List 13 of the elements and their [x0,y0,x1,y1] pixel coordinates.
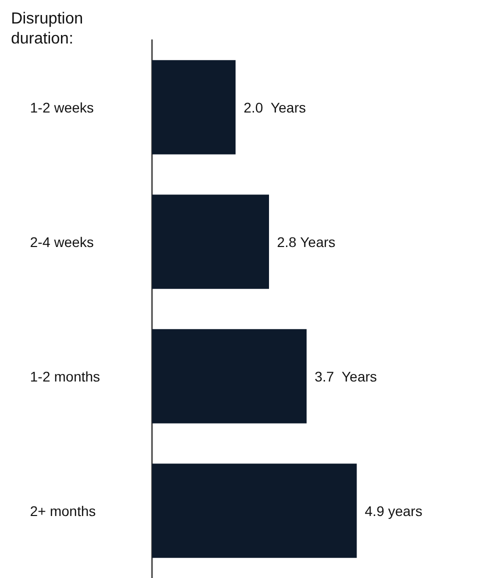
bar [152,60,236,154]
y-tick-label: 2+ months [30,502,96,519]
bar [152,194,270,289]
data-label: 3.7 Years [314,368,377,384]
y-tick-label: 1-2 months [30,368,100,384]
y-tick-label: 2-4 weeks [30,234,94,250]
y-tick-label: 1-2 weeks [30,99,94,116]
bar [152,329,307,424]
data-label: 2.8 Years [277,234,336,250]
y-axis-title: Disruption duration: [11,10,88,48]
data-label: 4.9 years [364,502,422,519]
bar [152,464,357,558]
data-label: 2.0 Years [244,99,306,116]
